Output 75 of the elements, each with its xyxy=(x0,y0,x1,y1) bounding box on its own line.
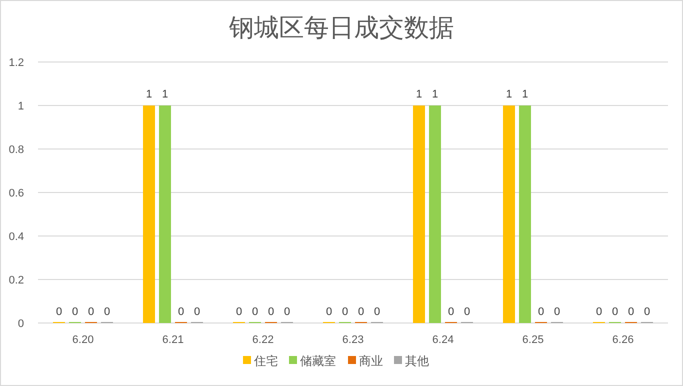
data-label: 1 xyxy=(146,88,152,100)
x-tick-label: 6.21 xyxy=(162,334,184,346)
y-tick-label: 0.4 xyxy=(8,231,24,243)
bar: 0 xyxy=(53,306,65,323)
bar: 1 xyxy=(159,88,171,323)
bar: 1 xyxy=(503,88,515,323)
data-label: 0 xyxy=(628,306,634,318)
legend-label: 商业 xyxy=(359,354,383,368)
bar: 0 xyxy=(249,306,261,323)
data-label: 0 xyxy=(644,306,650,318)
data-label: 0 xyxy=(448,306,454,318)
bar: 0 xyxy=(371,306,383,323)
data-label: 1 xyxy=(416,88,422,100)
x-tick-label: 6.22 xyxy=(252,334,274,346)
bar: 1 xyxy=(143,88,155,323)
data-label: 0 xyxy=(56,306,62,318)
data-label: 0 xyxy=(252,306,258,318)
bar: 0 xyxy=(101,306,113,323)
y-tick-label: 0 xyxy=(18,318,24,330)
data-label: 0 xyxy=(284,306,290,318)
data-label: 0 xyxy=(104,306,110,318)
data-label: 0 xyxy=(538,306,544,318)
x-tick-label: 6.20 xyxy=(72,334,94,346)
data-label: 1 xyxy=(162,88,168,100)
y-tick-label: 0.6 xyxy=(8,188,24,200)
bar: 0 xyxy=(461,306,473,323)
bar: 0 xyxy=(625,306,637,323)
data-label: 0 xyxy=(554,306,560,318)
bar: 1 xyxy=(429,88,441,323)
data-label: 1 xyxy=(432,88,438,100)
x-tick-label: 6.24 xyxy=(432,334,454,346)
bar: 0 xyxy=(175,306,187,323)
bar: 1 xyxy=(519,88,531,323)
x-tick-label: 6.26 xyxy=(612,334,634,346)
bar: 0 xyxy=(535,306,547,323)
data-label: 0 xyxy=(194,306,200,318)
data-label: 0 xyxy=(268,306,274,318)
bar: 0 xyxy=(641,306,653,323)
data-label: 0 xyxy=(612,306,618,318)
data-label: 1 xyxy=(506,88,512,100)
data-label: 0 xyxy=(596,306,602,318)
legend-label: 住宅 xyxy=(253,354,278,368)
bar: 0 xyxy=(323,306,335,323)
legend-label: 其他 xyxy=(405,354,429,368)
data-label: 0 xyxy=(374,306,380,318)
bar: 0 xyxy=(551,306,563,323)
bar: 1 xyxy=(413,88,425,323)
bar: 0 xyxy=(265,306,277,323)
bar: 0 xyxy=(69,306,81,323)
data-label: 0 xyxy=(178,306,184,318)
data-label: 0 xyxy=(72,306,78,318)
data-label: 0 xyxy=(88,306,94,318)
legend-label: 储藏室 xyxy=(300,354,336,368)
data-label: 0 xyxy=(326,306,332,318)
bar: 0 xyxy=(355,306,367,323)
bar: 0 xyxy=(281,306,293,323)
bar: 0 xyxy=(85,306,97,323)
y-tick-label: 0.8 xyxy=(8,144,24,156)
x-tick-label: 6.23 xyxy=(342,334,364,346)
title: 钢城区每日成交数据 xyxy=(229,14,454,42)
y-tick-label: 1.2 xyxy=(8,57,24,69)
data-label: 0 xyxy=(342,306,348,318)
bar: 0 xyxy=(609,306,621,323)
x-tick-label: 6.25 xyxy=(522,334,544,346)
data-label: 1 xyxy=(522,88,528,100)
y-tick-label: 0.2 xyxy=(8,274,24,286)
data-label: 0 xyxy=(358,306,364,318)
data-label: 0 xyxy=(236,306,242,318)
bar: 0 xyxy=(233,306,245,323)
bar: 0 xyxy=(191,306,203,323)
y-tick-label: 1 xyxy=(18,100,24,112)
bar: 0 xyxy=(339,306,351,323)
data-label: 0 xyxy=(464,306,470,318)
bar: 0 xyxy=(445,306,457,323)
bar: 0 xyxy=(593,306,605,323)
